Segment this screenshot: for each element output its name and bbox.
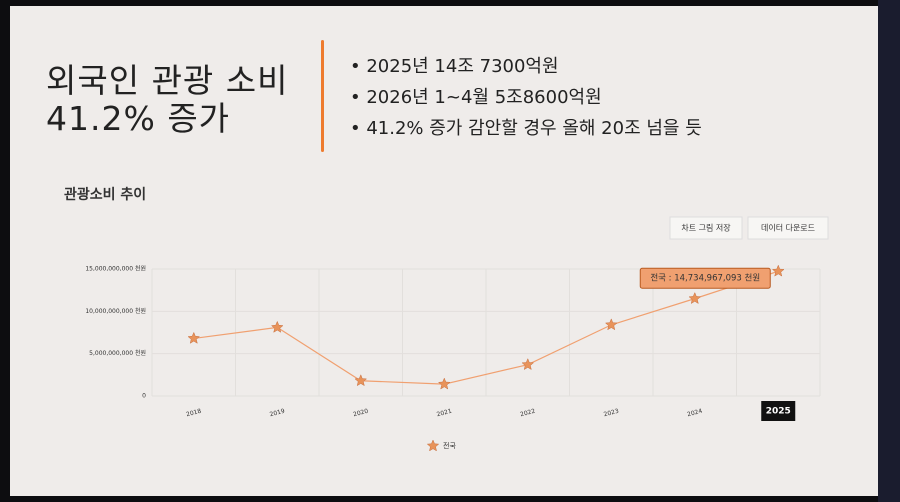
slide-title: 외국인 관광 소비 [46,61,289,100]
bullet: • 2026년 1~4월 5조8600억원 [350,87,602,108]
x-tick-label: 2020 [352,408,369,419]
button[interactable]: 데이터 다운로드 [747,216,829,240]
y-tick-label: 10,000,000,000 천원 [85,307,146,315]
y-tick-label: 15,000,000,000 천원 [85,265,146,273]
line [193,270,779,385]
x-tick-label: 2021 [436,408,453,419]
point [771,264,785,277]
chart-title: 관광소비 추이 [64,186,146,203]
legend-label: 전국 [443,441,456,450]
point [354,374,368,387]
bullet: • 41.2% 증가 감안할 경우 올해 20조 넘을 듯 [350,118,702,139]
x-tick-label: 2019 [269,408,286,419]
bullet: • 2025년 14조 7300억원 [350,56,559,77]
x-tick-label: 2024 [686,408,703,419]
button-box [747,216,829,240]
button-box [669,216,743,240]
button-label: 데이터 다운로드 [761,223,815,233]
x-tick-label: 2025 [766,407,791,417]
bullet-text: 41.2% 증가 감안할 경우 올해 20조 넘을 듯 [366,118,702,139]
point [688,291,702,305]
button-label: 차트 그림 저장 [681,223,731,233]
x-tick-label: 2018 [185,408,202,419]
tooltip-label: 전국 : 14,734,967,093 천원 [650,273,760,284]
y-tick-label: 5,000,000,000 천원 [89,349,146,357]
point [270,320,284,333]
tooltip-box [639,267,771,289]
desktop-edge [878,0,900,502]
point [437,377,451,390]
legend-marker [426,439,440,452]
slide: 외국인 관광 소비 41.2% 증가 • 2025년 14조 7300억원 • … [10,6,878,496]
y-tick-label: 0 [142,393,146,400]
bullet-text: 2025년 14조 7300억원 [366,56,559,77]
button[interactable]: 차트 그림 저장 [669,216,743,240]
point [521,358,535,371]
point [187,331,201,344]
divider [321,40,324,152]
x-highlight [761,401,796,421]
point [604,318,618,331]
slide-title: 41.2% 증가 [46,99,231,138]
x-tick-label: 2022 [519,408,536,419]
bullet-text: 2026년 1~4월 5조8600억원 [366,87,602,108]
x-tick-label: 2023 [603,408,620,419]
